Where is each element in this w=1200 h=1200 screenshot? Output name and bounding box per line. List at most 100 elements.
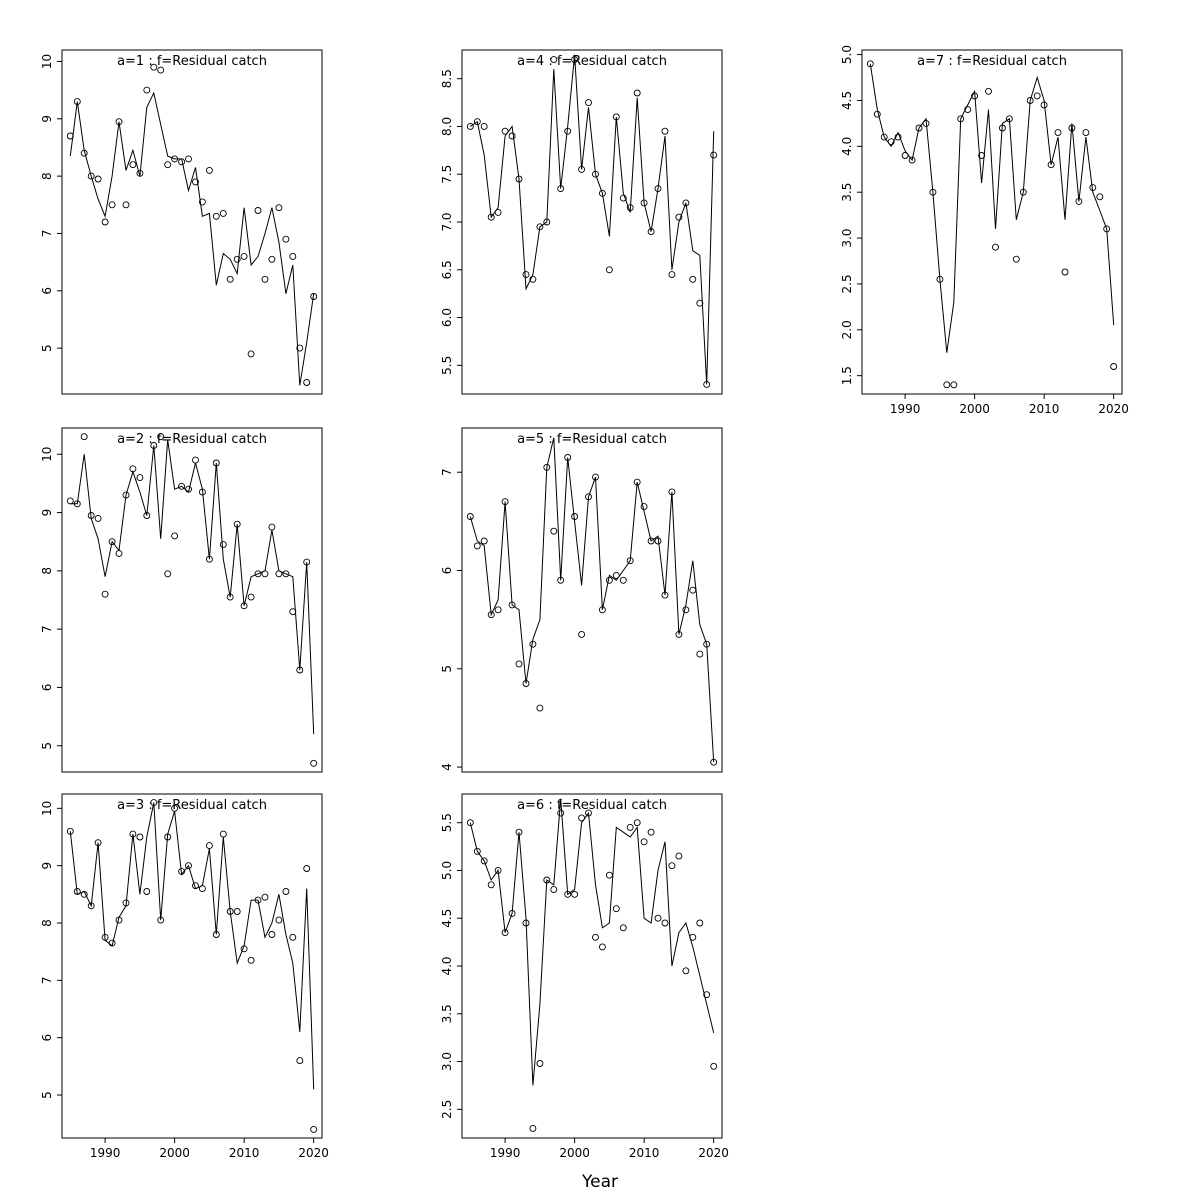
x-tick-label: 2000 [959, 402, 990, 416]
y-tick-label: 5.5 [440, 356, 454, 375]
data-point [240, 602, 248, 610]
data-point [710, 151, 718, 159]
data-point [626, 204, 634, 212]
data-point [557, 185, 565, 193]
data-point [1026, 97, 1034, 104]
y-tick-label: 3.5 [440, 1004, 454, 1023]
y-tick-label: 7 [40, 230, 54, 238]
data-point [122, 491, 130, 499]
data-point [550, 527, 558, 535]
data-point [87, 172, 95, 180]
data-point [929, 188, 937, 196]
data-point [122, 899, 130, 907]
data-point [466, 819, 474, 827]
data-point [80, 890, 88, 898]
data-point [178, 482, 186, 490]
data-point [108, 538, 116, 546]
data-point [936, 275, 944, 283]
data-point [668, 862, 676, 870]
data-point [185, 155, 192, 163]
data-point [473, 118, 481, 126]
data-point [268, 523, 276, 531]
data-point [480, 537, 488, 545]
empty-cell [800, 786, 1200, 796]
data-point [171, 532, 179, 540]
data-point [219, 830, 227, 838]
data-point [515, 175, 523, 183]
data-point [178, 158, 186, 166]
data-point [1096, 193, 1104, 201]
data-point [626, 557, 634, 565]
y-tick-label: 10 [40, 447, 54, 462]
data-point [87, 512, 95, 519]
y-tick-label: 6 [40, 684, 54, 692]
data-point [689, 586, 697, 594]
data-point [247, 956, 255, 964]
plot-box [61, 49, 323, 395]
y-tick-label: 2.5 [840, 274, 854, 293]
data-point [661, 919, 669, 927]
data-point [668, 488, 676, 496]
y-tick-label: 3.5 [840, 183, 854, 202]
data-point [1082, 129, 1090, 137]
y-tick-label: 10 [40, 801, 54, 816]
data-point [466, 122, 474, 130]
data-point [150, 442, 158, 449]
data-point [710, 1062, 718, 1070]
plot-box [461, 427, 723, 773]
data-point [915, 124, 923, 132]
panel-title: a=6 : f=Residual catch [517, 798, 667, 813]
data-point [261, 893, 269, 901]
data-point [219, 209, 227, 217]
data-point [696, 650, 704, 658]
data-point [480, 122, 488, 130]
panel-title: a=5 : f=Residual catch [517, 432, 667, 447]
panel-a4: a=4 : f=Residual catch 5.5 6.0 6.5 7.0 7.5 8.0… [400, 42, 800, 408]
y-tick-label: 5 [440, 665, 454, 673]
data-point [612, 905, 620, 913]
observed-points [466, 56, 718, 388]
y-tick-label: 6.5 [440, 260, 454, 279]
data-point [185, 862, 192, 870]
data-point [605, 871, 613, 879]
data-point [115, 916, 123, 924]
data-point [487, 213, 495, 221]
data-point [101, 218, 109, 226]
data-point [80, 149, 88, 157]
data-point [219, 541, 227, 549]
data-point [598, 606, 606, 614]
y-tick-label: 4.5 [440, 909, 454, 928]
plot-box [461, 49, 723, 395]
y-tick-label: 8.0 [440, 117, 454, 136]
data-point [675, 852, 683, 860]
y-tick-label: 7 [40, 625, 54, 633]
data-point [192, 456, 199, 464]
fit-line [69, 802, 315, 1090]
y-tick-label: 4.0 [440, 956, 454, 975]
data-point [143, 888, 151, 895]
data-point [1019, 188, 1027, 196]
data-point [198, 488, 206, 496]
data-point [289, 608, 297, 616]
data-point [605, 266, 613, 274]
observed-points [66, 63, 318, 386]
data-point [873, 110, 881, 118]
data-point [592, 473, 599, 481]
data-point [515, 660, 523, 668]
data-point [66, 497, 74, 505]
data-point [619, 194, 627, 202]
data-point [66, 132, 74, 140]
data-point [640, 503, 648, 511]
data-point [557, 809, 565, 817]
data-point [129, 465, 137, 473]
x-tick-label: 1990 [490, 1146, 521, 1160]
data-point [522, 271, 530, 279]
y-tick-label: 2.0 [840, 320, 854, 339]
data-point [473, 847, 481, 855]
x-tick-label: 2020 [298, 1146, 329, 1160]
y-tick-label: 6 [440, 567, 454, 575]
data-point [922, 119, 930, 127]
data-point [1012, 255, 1020, 263]
data-point [992, 243, 999, 251]
data-point [1110, 363, 1118, 370]
